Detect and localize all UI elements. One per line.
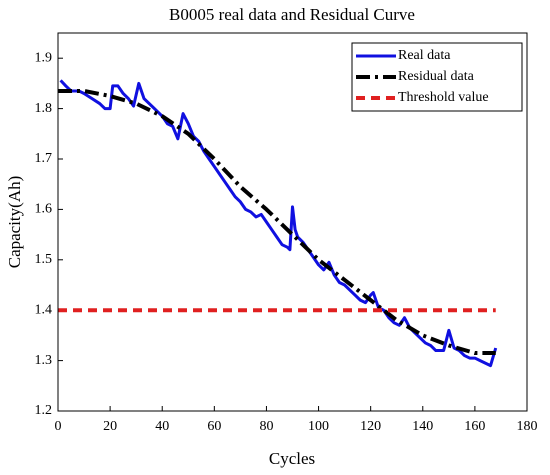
x-tick-label: 60 (207, 419, 221, 434)
y-tick-label: 1.2 (35, 403, 53, 418)
data-line (59, 79, 498, 368)
x-tick-label: 80 (259, 419, 273, 434)
y-tick-label: 1.6 (35, 202, 53, 217)
y-tick-label: 1.4 (35, 302, 53, 317)
x-tick-label: 0 (55, 419, 62, 434)
x-axis-label: Cycles (269, 449, 315, 468)
x-tick-label: 100 (308, 419, 329, 434)
x-tick-label: 140 (412, 419, 433, 434)
chart-title: B0005 real data and Residual Curve (169, 5, 415, 24)
legend-label: Residual data (398, 69, 475, 84)
plot-frame (57, 32, 528, 412)
legend-box (351, 42, 523, 112)
x-tick-label: 160 (464, 419, 485, 434)
y-axis-label: Capacity(Ah) (5, 176, 24, 269)
x-tick-label: 180 (517, 419, 538, 434)
y-tick-label: 1.9 (35, 50, 53, 65)
legend-label: Real data (398, 48, 451, 63)
x-tick-label: 40 (155, 419, 169, 434)
y-tick-label: 1.3 (35, 353, 53, 368)
y-tick-label: 1.8 (35, 101, 53, 116)
x-tick-label: 120 (360, 419, 381, 434)
data-line (58, 88, 496, 356)
y-tick-label: 1.7 (35, 151, 53, 166)
x-tick-label: 20 (103, 419, 117, 434)
legend-label: Threshold value (398, 90, 489, 105)
y-tick-label: 1.5 (35, 252, 53, 267)
